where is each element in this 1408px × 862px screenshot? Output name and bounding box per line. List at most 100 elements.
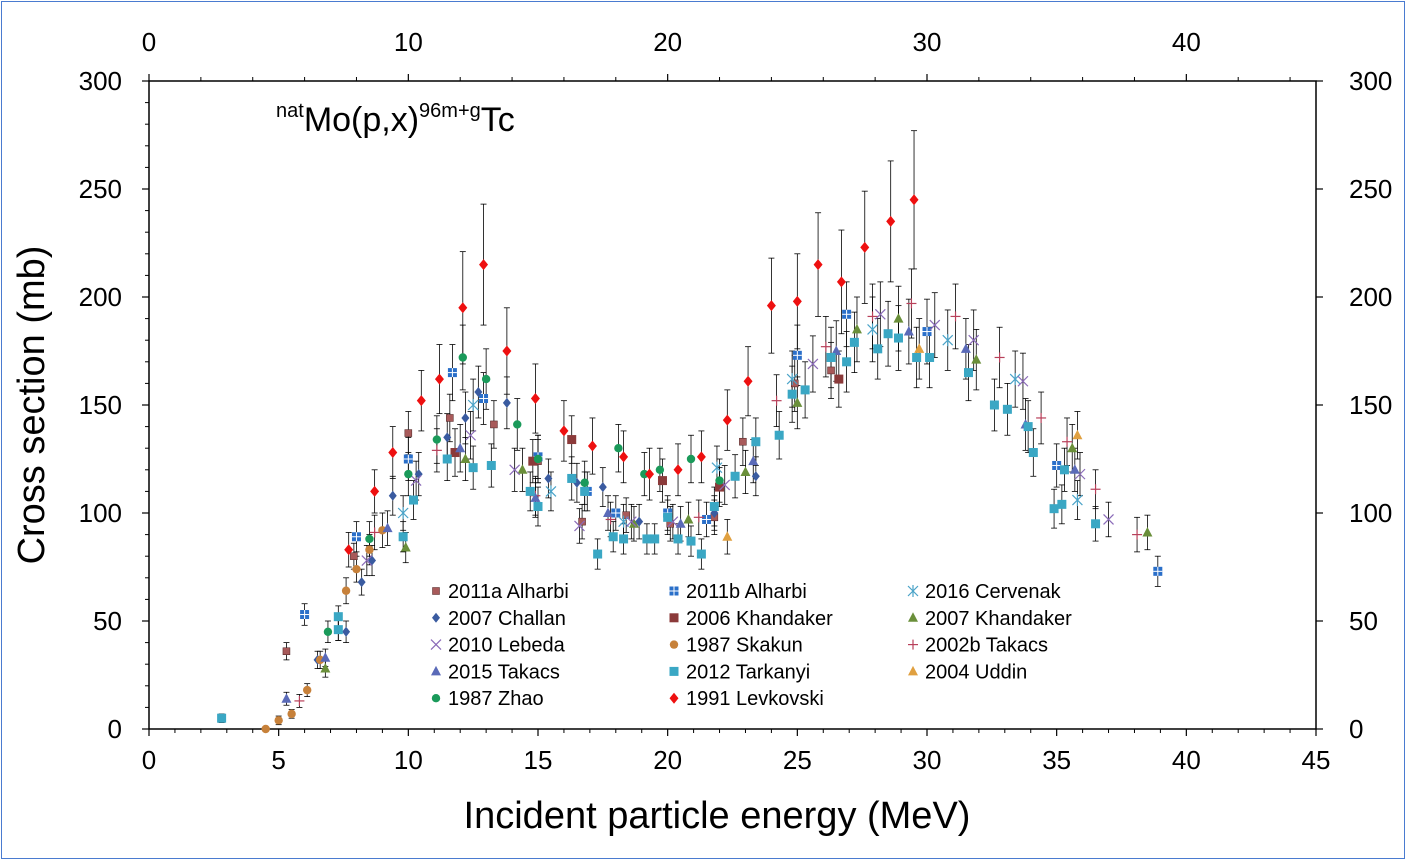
- x-tick-label: 0: [142, 745, 156, 775]
- right-y-tick-label: 100: [1349, 498, 1392, 528]
- legend-item: 2015 Takacs: [431, 661, 560, 683]
- legend-label: 2002b Takacs: [925, 635, 1048, 657]
- data-point: [315, 655, 325, 665]
- x-tick-label: 5: [271, 745, 285, 775]
- y-tick-label: 250: [79, 174, 122, 204]
- marker-stroke-2: [410, 475, 422, 487]
- data-point: [929, 319, 941, 331]
- data-point: [528, 456, 538, 466]
- data-point: [486, 460, 496, 470]
- data-point: [1132, 529, 1143, 540]
- legend-label: 1991 Levkovski: [686, 688, 824, 710]
- legend-item: 2006 Khandaker: [669, 608, 833, 630]
- data-point: [545, 485, 557, 498]
- x-axis-title: Incident particle energy (MeV): [464, 795, 971, 837]
- data-point: [766, 300, 776, 312]
- data-point: [1142, 526, 1153, 537]
- data-point: [432, 435, 442, 444]
- data-point: [994, 352, 1005, 363]
- data-point: [655, 465, 665, 474]
- data-point: [1023, 422, 1033, 432]
- data-point: [1002, 404, 1012, 414]
- legend-item: 2004 Uddin: [908, 661, 1027, 683]
- data-point: [645, 468, 655, 480]
- legend-marker: [430, 639, 442, 651]
- legend-label: 2007 Challan: [448, 608, 566, 630]
- data-point: [574, 520, 585, 532]
- legend-label: 2011a Alharbi: [448, 581, 569, 603]
- data-point: [479, 259, 489, 271]
- top-axis-ticks: 0 10 20 30 40: [142, 27, 1291, 81]
- data-point: [1090, 484, 1101, 495]
- right-y-tick-label: 300: [1349, 66, 1392, 96]
- data-point: [842, 357, 852, 367]
- data-point: [960, 343, 971, 353]
- data-point: [490, 420, 498, 429]
- legend-label: 2006 Khandaker: [686, 608, 833, 630]
- data-point: [351, 532, 361, 542]
- marker-stroke-2: [574, 520, 585, 532]
- top-tick-label: 0: [142, 27, 156, 57]
- data-point: [813, 259, 823, 271]
- data-point: [559, 425, 569, 437]
- data-point: [686, 454, 696, 464]
- data-point: [625, 516, 637, 528]
- title-superscript-isomer: 96m+g: [419, 100, 481, 122]
- data-point: [608, 532, 618, 542]
- data-point: [447, 368, 457, 378]
- data-point: [867, 311, 878, 322]
- data-point: [867, 323, 878, 336]
- legend-label: 1987 Skakun: [686, 635, 803, 657]
- data-point: [826, 352, 836, 362]
- data-point: [849, 337, 859, 347]
- marker-stroke-2: [465, 429, 476, 441]
- data-point: [886, 215, 896, 227]
- data-point: [709, 502, 719, 512]
- x-tick-label: 45: [1302, 745, 1331, 775]
- legend-marker: [431, 665, 441, 676]
- x-tick-label: 20: [653, 745, 682, 775]
- title-superscript-nat: nat: [276, 100, 304, 122]
- series-2016-cervenak: [397, 323, 1083, 528]
- data-point: [458, 353, 467, 362]
- data-point: [925, 352, 935, 362]
- data-point: [403, 454, 413, 464]
- data-point: [730, 471, 740, 481]
- marker-stroke-2: [1017, 375, 1029, 387]
- legend-item: 2007 Challan: [432, 608, 566, 630]
- y-tick-label: 0: [108, 714, 122, 744]
- data-point: [831, 345, 842, 355]
- data-point: [217, 713, 227, 723]
- data-point: [344, 544, 354, 556]
- marker-stroke-2: [719, 479, 731, 491]
- legend-item: 2011a Alharbi: [432, 581, 569, 603]
- data-point: [751, 471, 760, 482]
- data-point: [673, 464, 683, 476]
- data-point: [893, 313, 904, 323]
- marker-stroke-2: [807, 358, 819, 370]
- data-point: [842, 309, 852, 319]
- data-point: [800, 385, 810, 395]
- data-point: [883, 329, 893, 339]
- data-point: [968, 334, 980, 346]
- data-point: [320, 663, 331, 673]
- data-point: [696, 549, 706, 559]
- data-point: [739, 437, 747, 446]
- right-y-tick-label: 0: [1349, 714, 1363, 744]
- data-point: [860, 241, 870, 253]
- data-point: [416, 395, 426, 407]
- data-point: [635, 516, 644, 527]
- legend-label: 2010 Lebeda: [448, 635, 566, 657]
- data-point: [350, 552, 358, 560]
- data-point: [274, 716, 283, 725]
- data-point: [1072, 429, 1083, 440]
- data-point: [400, 542, 411, 552]
- data-point: [474, 387, 483, 398]
- data-point: [1049, 504, 1059, 514]
- data-point: [357, 577, 366, 588]
- data-point: [922, 327, 932, 337]
- data-point: [792, 397, 803, 407]
- y-axis-title: Cross section (mb): [11, 246, 53, 565]
- data-point: [711, 461, 723, 474]
